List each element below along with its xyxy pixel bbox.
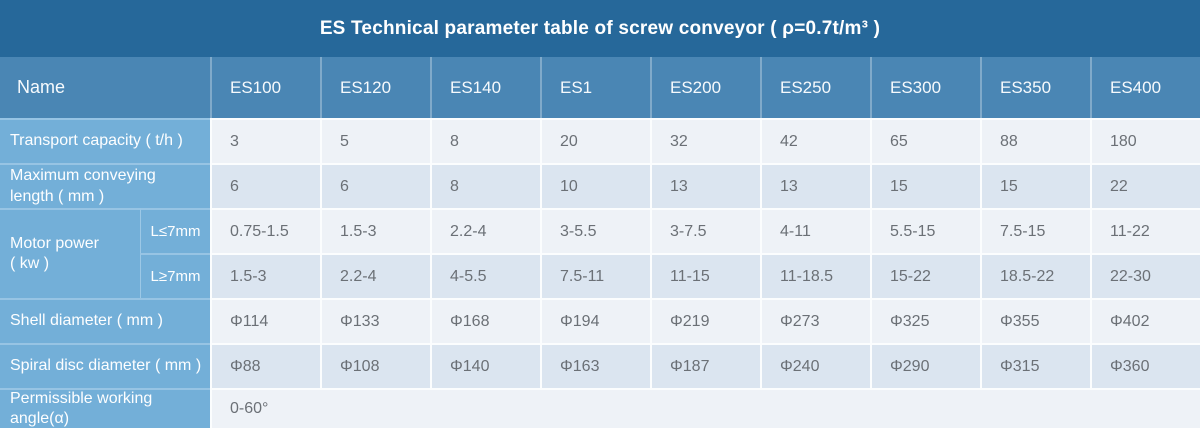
header-cell-model: ES400 <box>1090 57 1200 118</box>
data-cell: 11-18.5 <box>760 253 870 298</box>
data-cell: 180 <box>1090 118 1200 163</box>
data-cell: Φ240 <box>760 343 870 388</box>
row-label-max-conveying-length: Maximum conveying length ( mm ) <box>0 163 210 208</box>
header-cell-model: ES350 <box>980 57 1090 118</box>
data-cell: Φ133 <box>320 298 430 343</box>
header-cell-name: Name <box>0 57 210 118</box>
header-cell-model: ES300 <box>870 57 980 118</box>
data-cell: 11-22 <box>1090 208 1200 253</box>
header-cell-model: ES200 <box>650 57 760 118</box>
data-cell: 65 <box>870 118 980 163</box>
data-cell: Φ315 <box>980 343 1090 388</box>
data-cell: 13 <box>760 163 870 208</box>
data-cell: 4-5.5 <box>430 253 540 298</box>
data-cell: 6 <box>210 163 320 208</box>
data-cell: 3-7.5 <box>650 208 760 253</box>
data-cell: 10 <box>540 163 650 208</box>
data-cell: Φ273 <box>760 298 870 343</box>
row-label-transport-capacity: Transport capacity ( t/h ) <box>0 118 210 163</box>
table-title: ES Technical parameter table of screw co… <box>0 0 1200 57</box>
data-cell: 5 <box>320 118 430 163</box>
data-cell: Φ290 <box>870 343 980 388</box>
header-cell-model: ES1 <box>540 57 650 118</box>
merged-data-cell: 0-60° <box>210 388 1200 428</box>
data-cell: 15 <box>980 163 1090 208</box>
table-title-text: ES Technical parameter table of screw co… <box>319 17 881 39</box>
data-cell: Φ402 <box>1090 298 1200 343</box>
data-cell: Φ194 <box>540 298 650 343</box>
data-cell: 11-15 <box>650 253 760 298</box>
row-label-spiral-disc-diameter: Spiral disc diameter ( mm ) <box>0 343 210 388</box>
data-cell: 7.5-11 <box>540 253 650 298</box>
data-cell: Φ360 <box>1090 343 1200 388</box>
header-cell-model: ES100 <box>210 57 320 118</box>
data-cell: 4-11 <box>760 208 870 253</box>
header-cell-model: ES250 <box>760 57 870 118</box>
data-cell: Φ187 <box>650 343 760 388</box>
data-cell: 1.5-3 <box>320 208 430 253</box>
data-cell: Φ325 <box>870 298 980 343</box>
data-cell: 88 <box>980 118 1090 163</box>
data-cell: 15 <box>870 163 980 208</box>
row-label-motor-power: Motor power ( kw ) <box>0 208 140 298</box>
data-cell: 22 <box>1090 163 1200 208</box>
data-cell: Φ163 <box>540 343 650 388</box>
row-label-shell-diameter: Shell diameter ( mm ) <box>0 298 210 343</box>
data-cell: 20 <box>540 118 650 163</box>
data-cell: Φ219 <box>650 298 760 343</box>
data-cell: 8 <box>430 118 540 163</box>
data-cell: 2.2-4 <box>320 253 430 298</box>
sub-row-label-l-le-7mm: L≤7mm <box>140 208 210 253</box>
data-cell: 7.5-15 <box>980 208 1090 253</box>
data-cell: 3 <box>210 118 320 163</box>
data-cell: Φ355 <box>980 298 1090 343</box>
data-cell: 42 <box>760 118 870 163</box>
data-cell: 18.5-22 <box>980 253 1090 298</box>
data-cell: 0.75-1.5 <box>210 208 320 253</box>
header-cell-model: ES120 <box>320 57 430 118</box>
data-cell: 32 <box>650 118 760 163</box>
data-cell: Φ168 <box>430 298 540 343</box>
data-cell: Φ108 <box>320 343 430 388</box>
parameter-table: Name ES100 ES120 ES140 ES1 ES200 ES250 E… <box>0 57 1200 428</box>
data-cell: 13 <box>650 163 760 208</box>
data-cell: 2.2-4 <box>430 208 540 253</box>
data-cell: Φ140 <box>430 343 540 388</box>
sub-row-label-l-ge-7mm: L≥7mm <box>140 253 210 298</box>
row-label-permissible-working-angle: Permissible working angle(α) <box>0 388 210 428</box>
data-cell: Φ114 <box>210 298 320 343</box>
data-cell: 3-5.5 <box>540 208 650 253</box>
data-cell: 5.5-15 <box>870 208 980 253</box>
data-cell: Φ88 <box>210 343 320 388</box>
data-cell: 1.5-3 <box>210 253 320 298</box>
header-cell-model: ES140 <box>430 57 540 118</box>
data-cell: 6 <box>320 163 430 208</box>
data-cell: 8 <box>430 163 540 208</box>
data-cell: 15-22 <box>870 253 980 298</box>
data-cell: 22-30 <box>1090 253 1200 298</box>
